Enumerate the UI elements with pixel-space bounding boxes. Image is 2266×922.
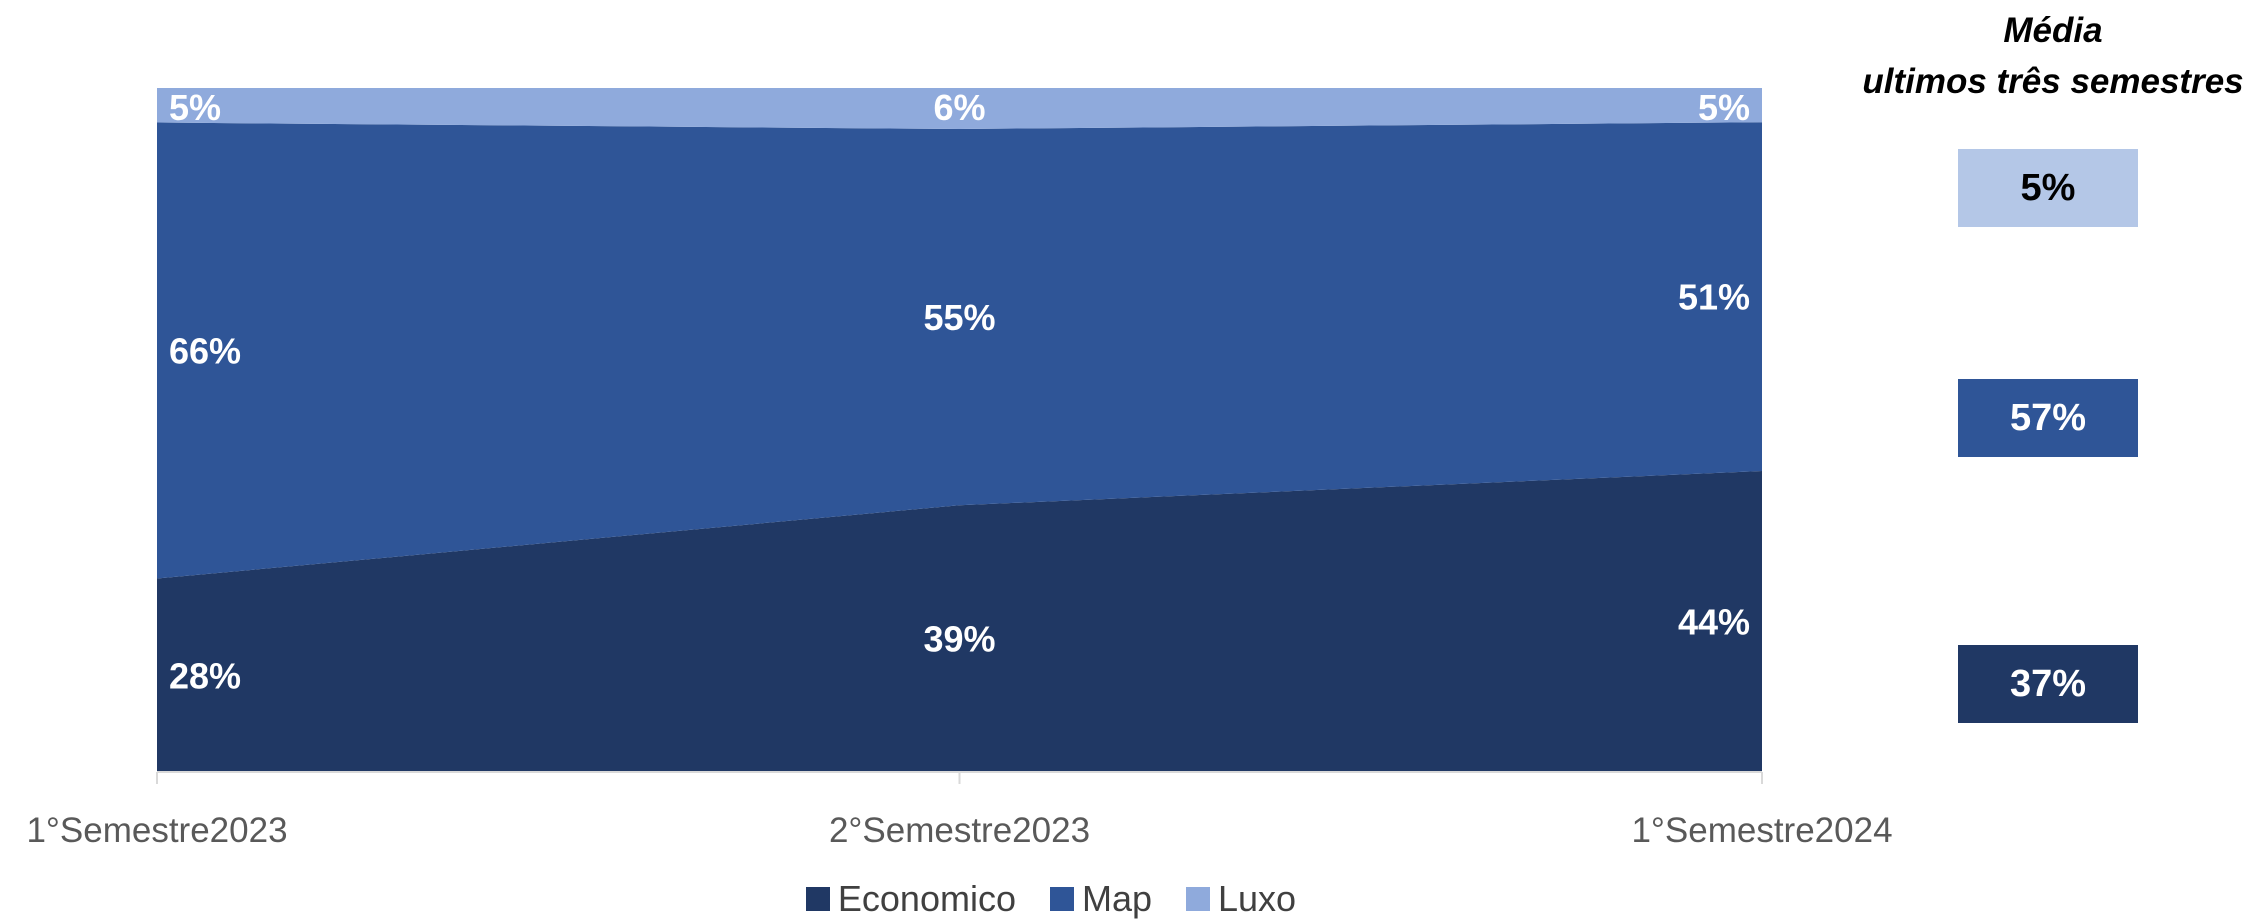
legend-item-luxo: Luxo: [1186, 878, 1296, 920]
area-luxo: [157, 88, 1762, 130]
stacked-area-chart: 1°Semestre2023 2°Semestre2023 1°Semestre20…: [26, 87, 1892, 850]
legend-swatch: [1049, 887, 1074, 911]
x-tick-label: 1°Semestre2024: [1631, 811, 1892, 850]
data-label-luxo: 6%: [933, 87, 985, 128]
legend-item-map: Map: [1049, 878, 1153, 920]
average-luxo-box: 5%: [1958, 149, 2138, 227]
legend-swatch: [1186, 887, 1211, 911]
average-title: Média ultimos três semestres: [1840, 5, 2266, 107]
average-map-value: 57%: [2009, 396, 2087, 439]
legend-swatch: [805, 887, 830, 911]
data-label-economico: 39%: [923, 619, 995, 660]
average-title-line1: Média: [2003, 11, 2103, 50]
legend-label: Luxo: [1218, 878, 1297, 919]
x-tick-label: 1°Semestre2023: [26, 811, 287, 850]
legend-label: Economico: [837, 878, 1016, 919]
data-label-map: 66%: [169, 331, 241, 372]
data-label-economico: 28%: [169, 655, 241, 696]
average-title-line2: ultimos três semestres: [1862, 62, 2244, 101]
average-map-box: 57%: [1958, 379, 2138, 457]
average-luxo-value: 5%: [2020, 166, 2076, 209]
chart-legend: Economico Map Luxo: [0, 878, 2266, 920]
legend-item-economico: Economico: [805, 878, 1016, 920]
average-economico-value: 37%: [2009, 662, 2087, 705]
data-label-map: 55%: [923, 297, 995, 338]
data-label-luxo: 5%: [1698, 87, 1750, 128]
legend-label: Map: [1081, 878, 1153, 919]
area-economico: [157, 471, 1762, 772]
x-tick-label: 2°Semestre2023: [829, 811, 1090, 850]
data-label-luxo: 5%: [169, 87, 221, 128]
area-map: [157, 122, 1762, 579]
data-label-map: 51%: [1678, 277, 1750, 318]
average-economico-box: 37%: [1958, 645, 2138, 723]
data-label-economico: 44%: [1678, 602, 1750, 643]
